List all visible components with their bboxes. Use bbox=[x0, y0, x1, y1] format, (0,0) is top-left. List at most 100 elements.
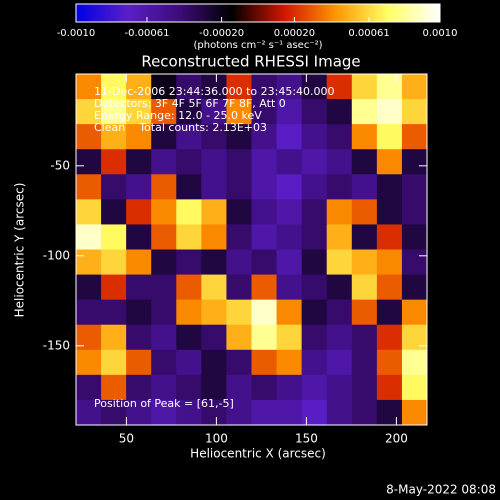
heatmap-cell bbox=[126, 299, 152, 326]
heatmap-cell bbox=[76, 174, 102, 200]
heatmap-cell bbox=[101, 99, 127, 125]
heatmap-cell bbox=[301, 174, 328, 200]
heatmap-cell bbox=[76, 199, 102, 225]
annotation: 11-Dec-2006 23:44:36.000 to 23:45:40.000 bbox=[94, 85, 335, 98]
heatmap-cell bbox=[126, 124, 152, 150]
heatmap-cell bbox=[126, 224, 152, 250]
heatmap-cell bbox=[301, 224, 328, 250]
heatmap-cell bbox=[226, 274, 252, 301]
heatmap-cell bbox=[351, 399, 378, 426]
annotation: Clean Total counts: 2.13E+03 bbox=[94, 121, 267, 134]
heatmap-cell bbox=[251, 224, 278, 250]
heatmap-cell bbox=[301, 99, 328, 125]
heatmap-cell bbox=[401, 74, 428, 100]
heatmap-cell bbox=[376, 349, 403, 376]
heatmap-cell bbox=[151, 399, 177, 426]
heatmap-cell bbox=[376, 124, 403, 150]
heatmap-cell bbox=[351, 349, 378, 376]
heatmap-cell bbox=[326, 124, 353, 150]
heatmap-cell bbox=[276, 349, 303, 376]
heatmap-cell bbox=[201, 374, 227, 401]
heatmap-cell bbox=[126, 399, 152, 426]
heatmap-cell bbox=[201, 124, 227, 150]
heatmap-cell bbox=[251, 374, 278, 401]
heatmap-cell bbox=[376, 224, 403, 250]
heatmap-cell bbox=[226, 149, 252, 175]
heatmap-cell bbox=[401, 124, 428, 150]
heatmap-cell bbox=[351, 324, 378, 351]
heatmap-cell bbox=[326, 374, 353, 401]
heatmap-cell bbox=[276, 324, 303, 351]
heatmap-cell bbox=[176, 374, 202, 401]
heatmap-cell bbox=[226, 99, 252, 125]
x-tick-label: 100 bbox=[205, 432, 228, 446]
heatmap-cell bbox=[176, 324, 202, 351]
heatmap-cell bbox=[326, 349, 353, 376]
heatmap-cell bbox=[401, 174, 428, 200]
heatmap-cell bbox=[151, 199, 177, 225]
heatmap-cell bbox=[376, 149, 403, 175]
colorbar-tick-label: 0.0010 bbox=[423, 28, 458, 39]
heatmap-cell bbox=[201, 74, 227, 100]
heatmap-cell bbox=[76, 349, 102, 376]
heatmap-cell bbox=[201, 249, 227, 276]
heatmap-cell bbox=[276, 399, 303, 426]
heatmap-cell bbox=[326, 399, 353, 426]
heatmap-cell bbox=[126, 349, 152, 376]
heatmap-cell bbox=[126, 324, 152, 351]
heatmap-cell bbox=[201, 149, 227, 175]
heatmap-cell bbox=[151, 274, 177, 301]
heatmap-cell bbox=[251, 174, 278, 200]
heatmap-cell bbox=[226, 249, 252, 276]
heatmap-cell bbox=[126, 249, 152, 276]
peak-label: Position of Peak = [61,-5] bbox=[94, 397, 234, 410]
heatmap-cell bbox=[101, 324, 127, 351]
colorbar-tick-label: -0.0010 bbox=[57, 28, 96, 39]
heatmap-cell bbox=[276, 149, 303, 175]
heatmap-cell bbox=[251, 399, 278, 426]
heatmap-cell bbox=[201, 399, 227, 426]
heatmap-cell bbox=[251, 349, 278, 376]
heatmap-cell bbox=[326, 74, 353, 100]
heatmap-cell bbox=[376, 174, 403, 200]
heatmap-cell bbox=[151, 324, 177, 351]
heatmap-cell bbox=[276, 249, 303, 276]
heatmap-cell bbox=[376, 274, 403, 301]
y-axis-label: Heliocentric Y (arcsec) bbox=[13, 183, 27, 318]
heatmap-cell bbox=[401, 224, 428, 250]
heatmap-cell bbox=[101, 174, 127, 200]
heatmap-cell bbox=[76, 74, 102, 100]
heatmap-cell bbox=[151, 99, 177, 125]
heatmap-cell bbox=[101, 349, 127, 376]
x-tick-label: 200 bbox=[385, 432, 408, 446]
heatmap-cell bbox=[76, 274, 102, 301]
heatmap-cell bbox=[226, 299, 252, 326]
heatmap-cell bbox=[351, 99, 378, 125]
heatmap-cell bbox=[326, 224, 353, 250]
plot-frame bbox=[75, 73, 428, 426]
heatmap-cell bbox=[401, 274, 428, 301]
heatmap-cell bbox=[326, 299, 353, 326]
heatmap-cell bbox=[226, 224, 252, 250]
heatmap-cell bbox=[376, 399, 403, 426]
heatmap-cell bbox=[176, 399, 202, 426]
heatmap-cell bbox=[101, 74, 127, 100]
heatmap-cell bbox=[326, 324, 353, 351]
heatmap-cell bbox=[301, 349, 328, 376]
heatmap-cell bbox=[376, 374, 403, 401]
heatmap-cell bbox=[201, 174, 227, 200]
heatmap-cell bbox=[301, 249, 328, 276]
heatmap-cell bbox=[126, 74, 152, 100]
heatmap-cell bbox=[226, 124, 252, 150]
heatmap-cell bbox=[351, 199, 378, 225]
heatmap-cell bbox=[176, 299, 202, 326]
heatmap-cell bbox=[376, 99, 403, 125]
heatmap-cell bbox=[151, 174, 177, 200]
y-tick-label: -50 bbox=[50, 158, 70, 172]
y-tick-label: -100 bbox=[43, 248, 70, 262]
heatmap-cell bbox=[151, 224, 177, 250]
heatmap-cell bbox=[351, 374, 378, 401]
heatmap-cell bbox=[101, 374, 127, 401]
heatmap-cell bbox=[151, 249, 177, 276]
